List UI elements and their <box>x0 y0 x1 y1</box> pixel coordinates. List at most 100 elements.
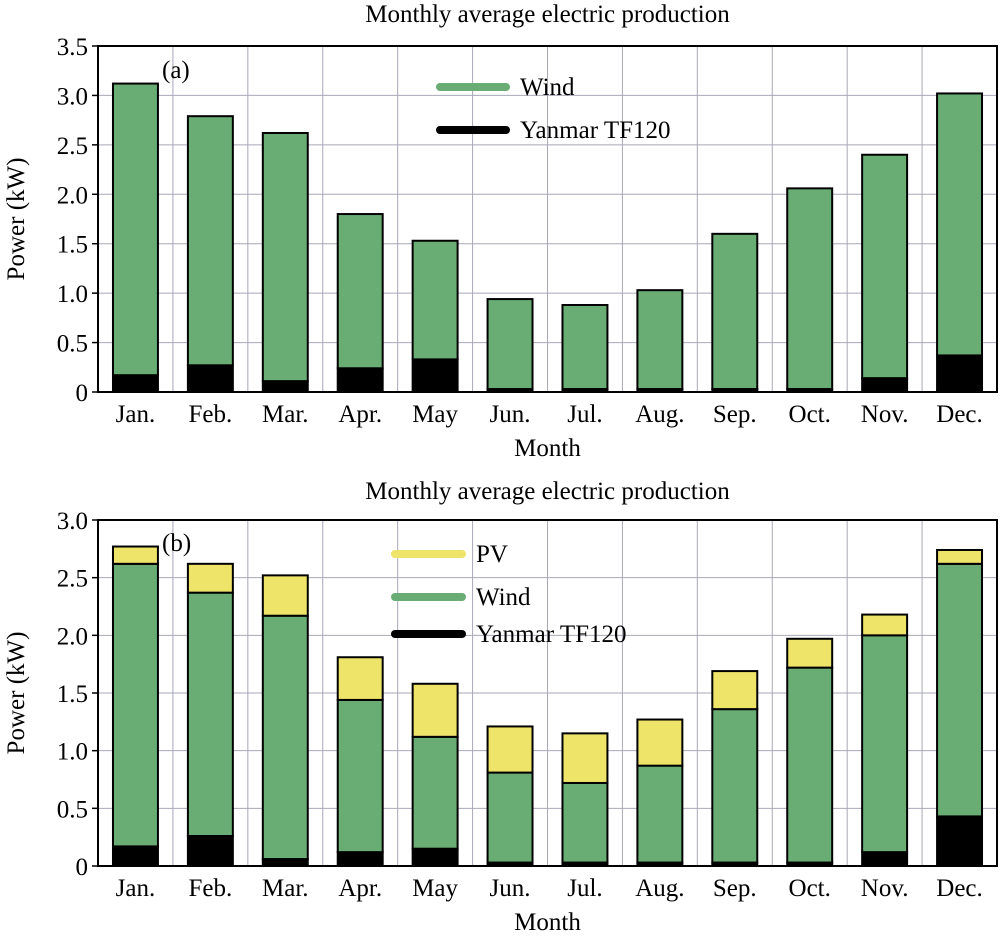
y-tick-label: 2.0 <box>57 623 88 650</box>
x-tick-label: Dec. <box>936 875 983 902</box>
x-tick-label: Jun. <box>490 401 531 428</box>
bar-wind-nov <box>861 634 909 854</box>
bar-pv-jun <box>486 725 534 774</box>
x-tick-label: Nov. <box>861 401 909 428</box>
bar-pv-dec <box>936 548 984 565</box>
bar-yanmar-tf120-may <box>411 358 459 393</box>
x-tick-label: Jan. <box>116 401 156 428</box>
bar-wind-dec <box>936 562 984 818</box>
bar-wind-jul <box>561 781 609 864</box>
bar-yanmar-tf120-may <box>411 847 459 868</box>
y-tick-label: 0 <box>76 854 89 881</box>
bar-pv-oct <box>786 637 834 669</box>
bar-wind-sep <box>711 232 759 391</box>
bar-yanmar-tf120-feb <box>186 835 234 867</box>
bar-yanmar-tf120-jan <box>111 845 159 867</box>
x-tick-label: Aug. <box>635 875 684 902</box>
plot-frame <box>97 519 998 867</box>
bar-wind-aug <box>636 764 684 864</box>
bar-wind-jul <box>561 304 609 391</box>
bar-wind-dec <box>936 92 984 357</box>
bar-pv-apr <box>336 656 384 701</box>
x-tick-label: Apr. <box>338 401 382 428</box>
x-tick-label: Oct. <box>789 401 831 428</box>
y-tick-label: 1.0 <box>57 739 88 766</box>
x-tick-label: Jul. <box>567 401 602 428</box>
bar-yanmar-tf120-apr <box>336 367 384 394</box>
plot-frame <box>97 45 998 393</box>
bar-yanmar-tf120-nov <box>861 851 909 867</box>
x-axis-label: Month <box>514 909 581 936</box>
bar-wind-apr <box>336 698 384 854</box>
y-axis-label: Power (kW) <box>3 632 30 755</box>
bar-wind-oct <box>786 187 834 391</box>
x-tick-label: Oct. <box>789 875 831 902</box>
panel-label: (b) <box>162 530 191 557</box>
bar-wind-mar <box>261 131 309 383</box>
x-tick-label: Aug. <box>635 401 684 428</box>
bar-wind-may <box>411 735 459 850</box>
bar-wind-mar <box>261 614 309 861</box>
x-tick-label: Sep. <box>713 401 757 428</box>
chart-title: Monthly average electric production <box>365 1 730 28</box>
y-tick-label: 2.5 <box>57 133 88 160</box>
x-tick-label: Mar. <box>262 401 309 428</box>
x-tick-label: Sep. <box>713 875 757 902</box>
x-tick-label: Jul. <box>567 875 602 902</box>
bar-yanmar-tf120-nov <box>861 377 909 394</box>
bar-wind-jan <box>111 562 159 848</box>
y-tick-label: 2.0 <box>57 182 88 209</box>
y-tick-label: 1.5 <box>57 681 88 708</box>
y-tick-label: 0.5 <box>57 796 88 823</box>
bar-wind-may <box>411 239 459 361</box>
y-axis-label: Power (kW) <box>3 158 30 281</box>
bar-pv-aug <box>636 718 684 767</box>
bar-wind-jun <box>486 298 534 391</box>
bar-wind-jun <box>486 771 534 864</box>
x-tick-label: Dec. <box>936 401 983 428</box>
x-tick-label: Jun. <box>490 875 531 902</box>
chart-panel-b: Monthly average electric production 0 0.5 1… <box>3 478 998 936</box>
bar-wind-nov <box>861 153 909 380</box>
bar-pv-nov <box>861 613 909 637</box>
bar-wind-feb <box>186 115 234 367</box>
bar-wind-feb <box>186 591 234 838</box>
bar-pv-jan <box>111 545 159 565</box>
y-tick-label: 3.0 <box>57 508 88 535</box>
y-tick-label: 1.5 <box>57 232 88 259</box>
bar-pv-mar <box>261 574 309 617</box>
x-tick-label: Feb. <box>189 875 233 902</box>
legend-label: Yanmar TF120 <box>520 117 671 144</box>
x-tick-label: Nov. <box>861 875 909 902</box>
bar-yanmar-tf120-mar <box>261 858 309 868</box>
x-tick-label: Mar. <box>262 875 309 902</box>
bar-wind-oct <box>786 666 834 864</box>
bar-yanmar-tf120-jan <box>111 374 159 393</box>
bar-yanmar-tf120-mar <box>261 380 309 393</box>
legend-label: Wind <box>520 74 575 101</box>
x-tick-label: May <box>412 875 458 902</box>
legend-label: Yanmar TF120 <box>476 621 627 648</box>
y-tick-label: 0.5 <box>57 331 88 358</box>
y-tick-label: 2.5 <box>57 566 88 593</box>
legend-label: Wind <box>476 584 531 611</box>
y-tick-label: 3.5 <box>57 34 88 61</box>
x-tick-label: Jan. <box>116 875 156 902</box>
bar-pv-feb <box>186 562 234 594</box>
x-tick-label: Apr. <box>338 875 382 902</box>
x-axis-label: Month <box>514 435 581 462</box>
x-tick-label: May <box>412 401 458 428</box>
x-tick-label: Feb. <box>189 401 233 428</box>
panel-label: (a) <box>162 57 190 84</box>
y-tick-label: 1.0 <box>57 281 88 308</box>
bar-wind-apr <box>336 213 384 370</box>
chart-title: Monthly average electric production <box>365 478 730 505</box>
y-tick-label: 0 <box>76 380 89 407</box>
bar-wind-sep <box>711 708 759 864</box>
bar-wind-aug <box>636 289 684 391</box>
chart-panel-a: Monthly average electric production 0 0.5 1… <box>3 1 998 462</box>
legend-label: PV <box>476 541 508 568</box>
bar-yanmar-tf120-dec <box>936 354 984 393</box>
bar-pv-may <box>411 682 459 738</box>
